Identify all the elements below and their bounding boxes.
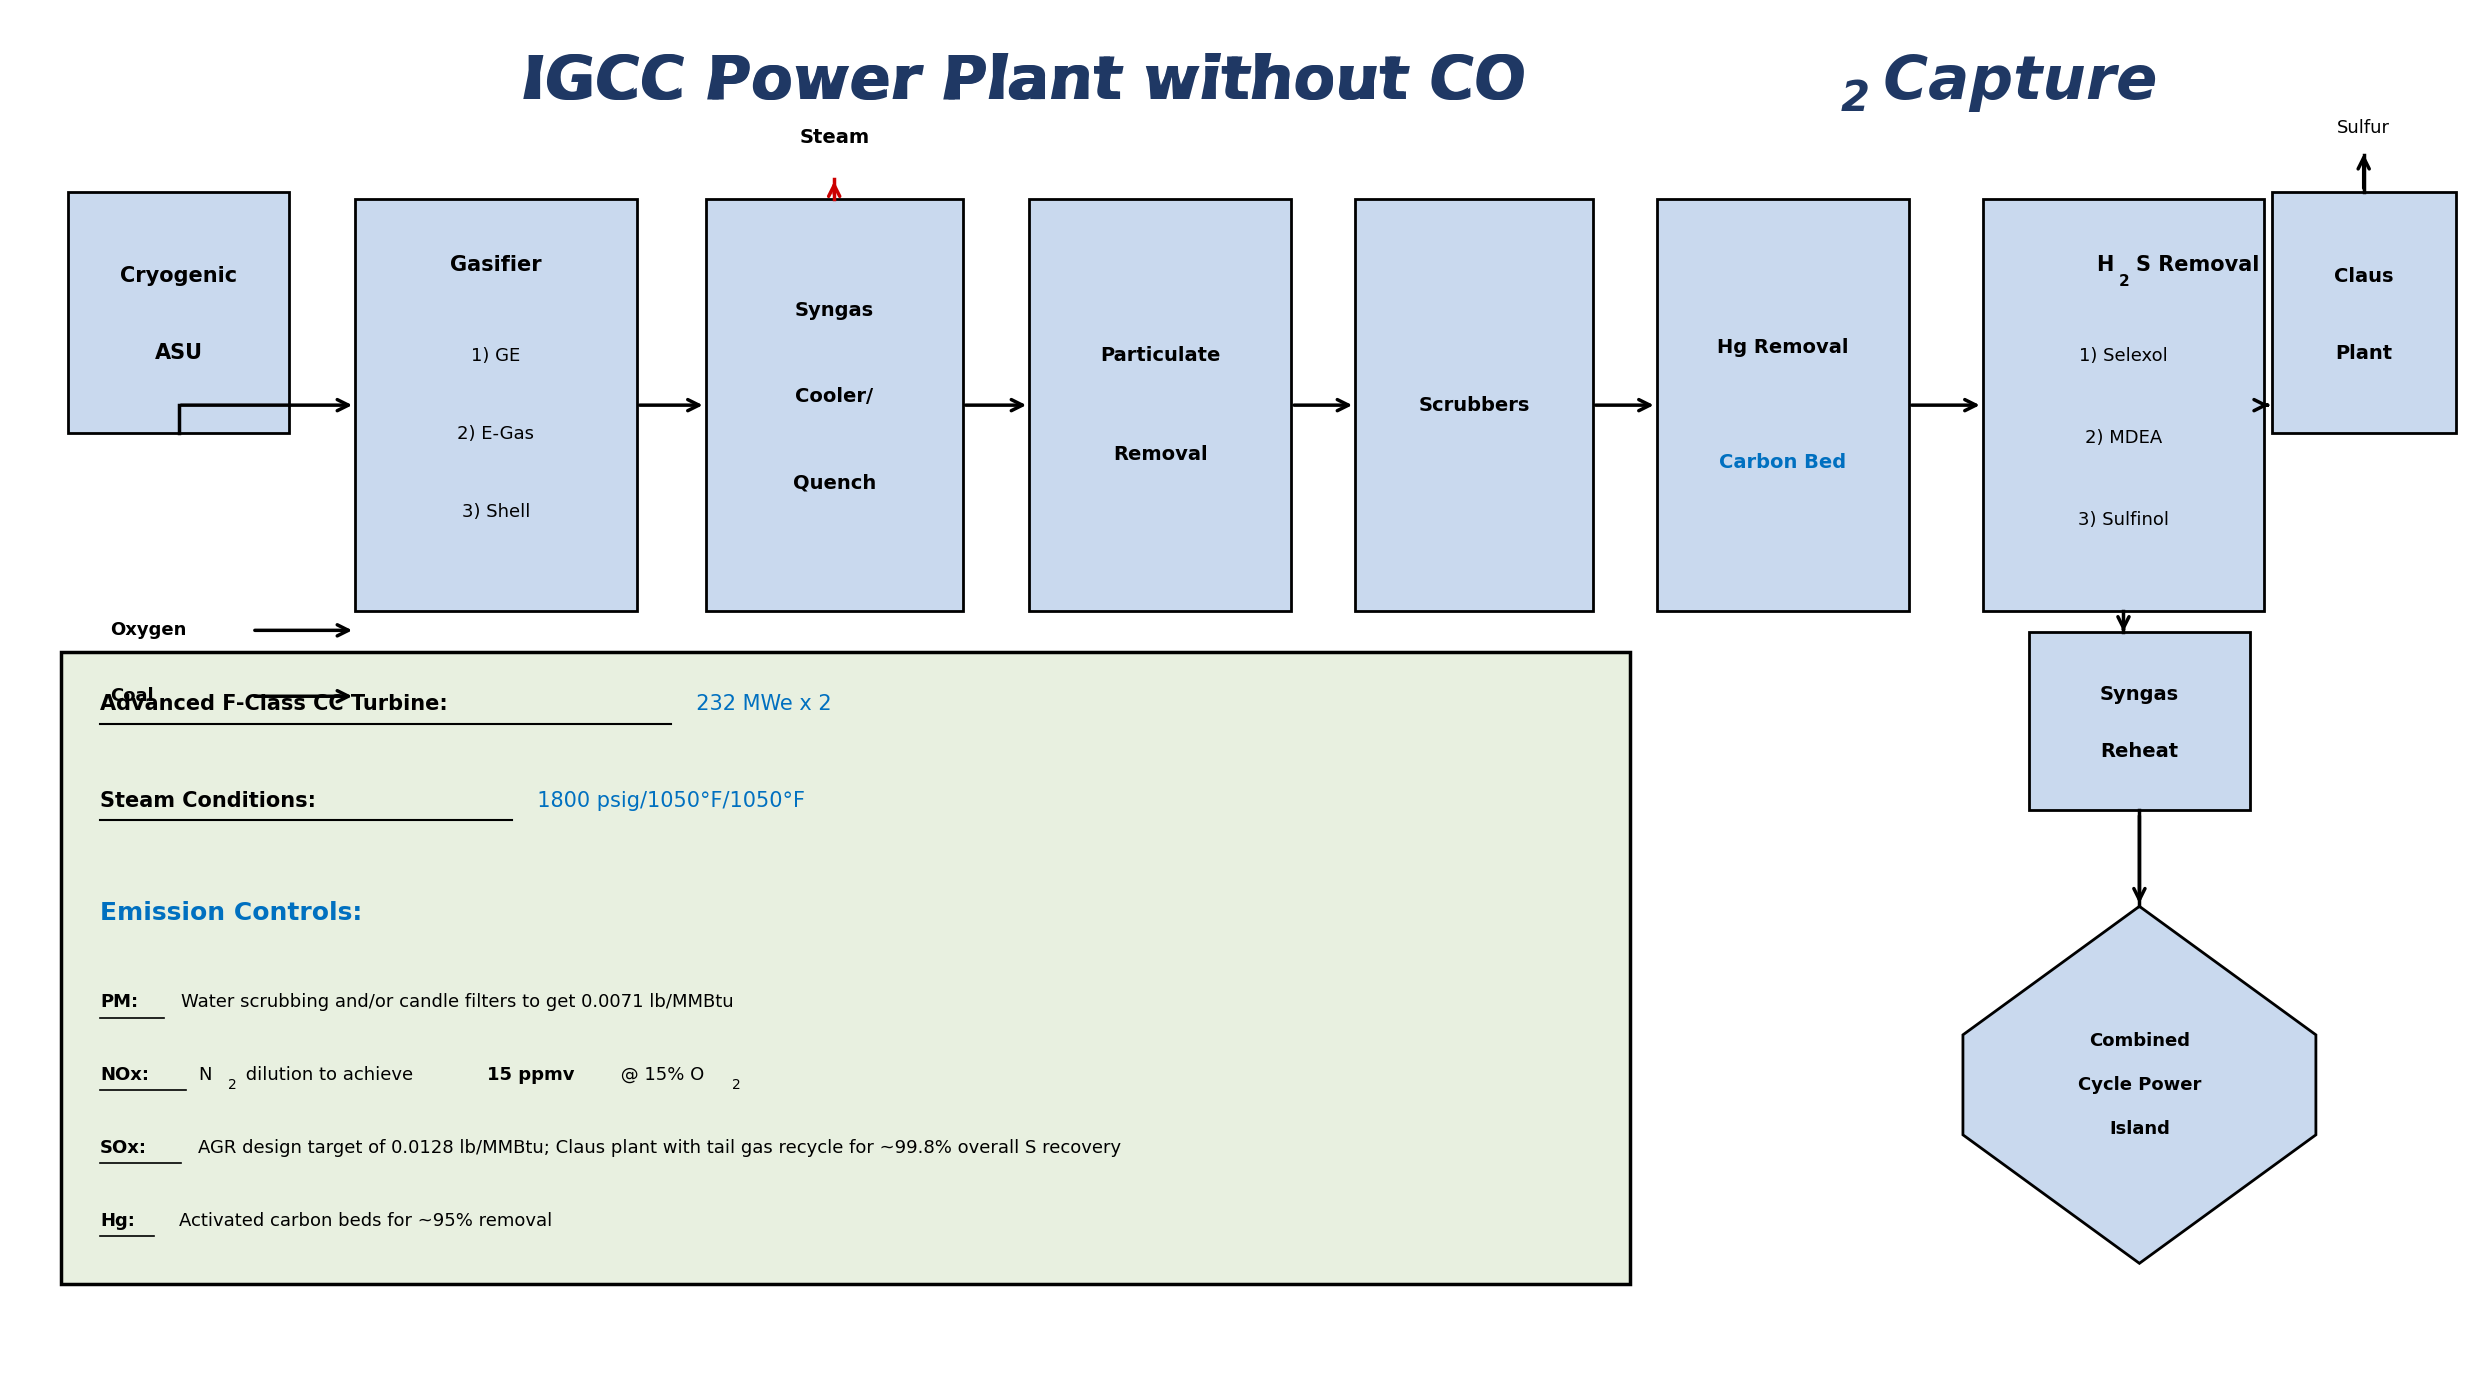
FancyBboxPatch shape bbox=[1656, 200, 1908, 612]
Text: Hg Removal: Hg Removal bbox=[1718, 338, 1849, 356]
Text: dilution to achieve: dilution to achieve bbox=[239, 1067, 419, 1085]
Text: Steam Conditions:: Steam Conditions: bbox=[101, 791, 316, 810]
Text: Syngas: Syngas bbox=[794, 301, 873, 320]
Text: Capture: Capture bbox=[1864, 53, 2157, 112]
Text: IGCC Power Plant without CO: IGCC Power Plant without CO bbox=[523, 53, 1526, 112]
Text: SOx:: SOx: bbox=[101, 1139, 148, 1157]
Text: 2) E-Gas: 2) E-Gas bbox=[458, 424, 535, 442]
Text: 1800 psig/1050°F/1050°F: 1800 psig/1050°F/1050°F bbox=[525, 791, 806, 810]
FancyBboxPatch shape bbox=[705, 200, 964, 612]
Text: AGR design target of 0.0128 lb/MMBtu; Claus plant with tail gas recycle for ~99.: AGR design target of 0.0128 lb/MMBtu; Cl… bbox=[197, 1139, 1122, 1157]
Text: Gasifier: Gasifier bbox=[451, 255, 542, 275]
Text: Coal: Coal bbox=[111, 687, 153, 705]
Text: 2: 2 bbox=[732, 1078, 742, 1092]
Text: Combined: Combined bbox=[2088, 1032, 2189, 1050]
Text: S Removal: S Removal bbox=[2135, 255, 2258, 275]
Text: Island: Island bbox=[2110, 1119, 2169, 1137]
FancyBboxPatch shape bbox=[2029, 631, 2251, 810]
FancyBboxPatch shape bbox=[62, 652, 1629, 1284]
Text: Reheat: Reheat bbox=[2100, 742, 2179, 761]
Text: Water scrubbing and/or candle filters to get 0.0071 lb/MMBtu: Water scrubbing and/or candle filters to… bbox=[180, 993, 735, 1011]
Text: Cooler/: Cooler/ bbox=[796, 387, 873, 406]
Text: H: H bbox=[2095, 255, 2113, 275]
Text: Carbon Bed: Carbon Bed bbox=[1718, 454, 1846, 473]
FancyBboxPatch shape bbox=[1028, 200, 1292, 612]
Text: Emission Controls:: Emission Controls: bbox=[101, 902, 362, 925]
Text: 232 MWe x 2: 232 MWe x 2 bbox=[683, 695, 833, 714]
FancyBboxPatch shape bbox=[2273, 193, 2455, 433]
Text: 1) Selexol: 1) Selexol bbox=[2078, 347, 2167, 365]
Text: 1) GE: 1) GE bbox=[471, 347, 520, 365]
Text: @ 15% O: @ 15% O bbox=[614, 1067, 705, 1085]
Text: 2) MDEA: 2) MDEA bbox=[2085, 429, 2162, 447]
Text: Particulate: Particulate bbox=[1099, 347, 1220, 365]
FancyBboxPatch shape bbox=[1982, 200, 2265, 612]
Text: Scrubbers: Scrubbers bbox=[1417, 395, 1531, 415]
Text: Oxygen: Oxygen bbox=[111, 621, 187, 639]
Text: Hg:: Hg: bbox=[101, 1212, 136, 1230]
Text: Claus: Claus bbox=[2334, 266, 2394, 286]
Text: Syngas: Syngas bbox=[2100, 685, 2179, 703]
Text: 2: 2 bbox=[2117, 275, 2130, 288]
Text: Cryogenic: Cryogenic bbox=[121, 266, 237, 287]
Text: Activated carbon beds for ~95% removal: Activated carbon beds for ~95% removal bbox=[177, 1212, 552, 1230]
Text: PM:: PM: bbox=[101, 993, 138, 1011]
Text: 15 ppmv: 15 ppmv bbox=[488, 1067, 574, 1085]
Text: N: N bbox=[197, 1067, 212, 1085]
Text: Plant: Plant bbox=[2334, 344, 2391, 363]
Polygon shape bbox=[1962, 906, 2317, 1264]
Text: 3) Shell: 3) Shell bbox=[461, 503, 530, 522]
FancyBboxPatch shape bbox=[1356, 200, 1592, 612]
Text: 2: 2 bbox=[1841, 78, 1868, 119]
Text: IGCC Power Plant without CO: IGCC Power Plant without CO bbox=[523, 53, 1526, 112]
Text: 3) Sulfinol: 3) Sulfinol bbox=[2078, 512, 2169, 530]
Text: Sulfur: Sulfur bbox=[2337, 119, 2391, 137]
Text: ASU: ASU bbox=[155, 344, 202, 363]
Text: Quench: Quench bbox=[794, 474, 875, 492]
Text: Steam: Steam bbox=[799, 128, 870, 147]
Text: NOx:: NOx: bbox=[101, 1067, 148, 1085]
Text: Removal: Removal bbox=[1112, 445, 1208, 465]
FancyBboxPatch shape bbox=[355, 200, 636, 612]
FancyBboxPatch shape bbox=[69, 193, 288, 433]
Text: Advanced F-Class CC Turbine:: Advanced F-Class CC Turbine: bbox=[101, 695, 449, 714]
Text: Cycle Power: Cycle Power bbox=[2078, 1076, 2201, 1094]
Text: 2: 2 bbox=[227, 1078, 237, 1092]
